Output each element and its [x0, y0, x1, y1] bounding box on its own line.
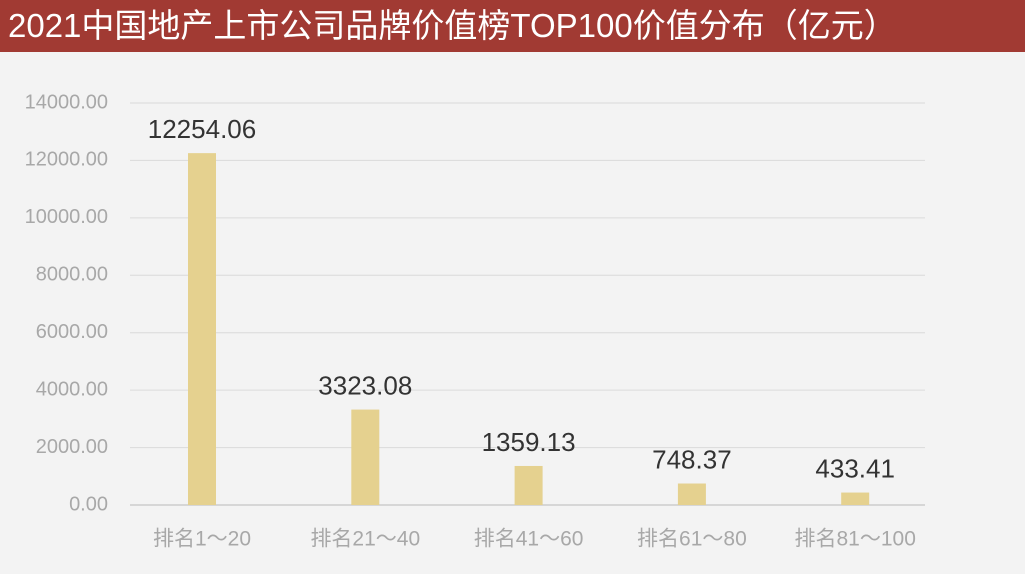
y-tick-label: 12000.00: [25, 149, 108, 171]
bar: [351, 409, 380, 505]
y-tick-label: 8000.00: [36, 264, 108, 286]
bar: [841, 492, 870, 505]
data-label: 433.41: [815, 453, 895, 483]
bar: [188, 153, 216, 505]
y-tick-label: 0.00: [69, 493, 108, 515]
y-tick-label: 14000.00: [25, 91, 108, 113]
data-label: 748.37: [652, 444, 732, 474]
chart: 0.00 2000.00 4000.00 6000.00 8000.00 10000.00…: [25, 91, 925, 551]
chart-title: 2021中国地产上市公司品牌价值榜TOP100价值分布（亿元）: [0, 0, 1025, 52]
y-tick-label: 6000.00: [36, 321, 108, 343]
bar: [677, 483, 706, 505]
x-tick-label: 排名21～40: [310, 528, 420, 551]
data-label: 1359.13: [482, 427, 576, 457]
data-label: 12254.06: [148, 114, 256, 144]
x-tick-label: 排名81～100: [794, 528, 915, 551]
x-tick-label: 排名1～20: [153, 528, 251, 551]
y-tick-label: 10000.00: [25, 206, 108, 228]
y-tick-label: 4000.00: [36, 378, 108, 400]
data-label: 3323.08: [318, 370, 412, 400]
bar: [514, 465, 543, 505]
y-tick-label: 2000.00: [36, 436, 108, 458]
x-tick-label: 排名41～60: [474, 528, 584, 551]
x-tick-label: 排名61～80: [637, 528, 747, 551]
